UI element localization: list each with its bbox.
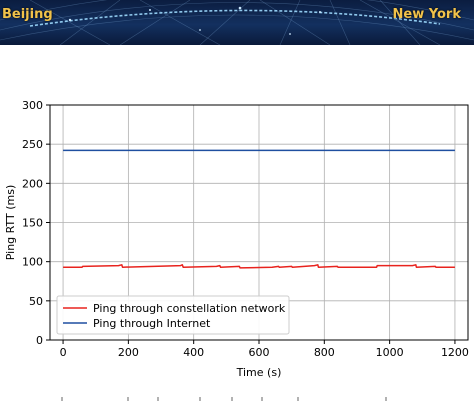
ping-rtt-chart: 0 200 400 600 800 1000 1200 0 50 100 150 200 250 300… bbox=[4, 99, 469, 379]
legend: Ping through constellation network Ping … bbox=[56, 295, 290, 335]
x-tick-label: 400 bbox=[183, 346, 204, 359]
x-tick-label: 1200 bbox=[441, 346, 469, 359]
banner-image: Beijing New York bbox=[0, 0, 474, 45]
x-tick-label: 200 bbox=[118, 346, 139, 359]
x-tick-label: 0 bbox=[60, 346, 67, 359]
series-line-constellation bbox=[63, 264, 455, 269]
x-axis-ticks: 0 200 400 600 800 1000 1200 bbox=[60, 340, 469, 359]
y-tick-label: 50 bbox=[29, 295, 43, 308]
x-tick-label: 1000 bbox=[376, 346, 404, 359]
y-tick-label: 100 bbox=[22, 256, 43, 269]
series-layer bbox=[63, 149, 455, 269]
legend-label-internet: Ping through Internet bbox=[93, 317, 211, 330]
beijing-label: Beijing bbox=[2, 7, 53, 22]
y-axis-label: Ping RTT (ms) bbox=[4, 185, 17, 261]
network-mesh-graphic bbox=[0, 0, 474, 45]
y-tick-label: 150 bbox=[22, 217, 43, 230]
x-tick-label: 800 bbox=[314, 346, 335, 359]
x-axis-label: Time (s) bbox=[236, 366, 282, 379]
y-tick-label: 0 bbox=[36, 334, 43, 347]
bottom-caption-fragments bbox=[61, 397, 387, 401]
legend-box bbox=[56, 295, 290, 335]
x-tick-label: 600 bbox=[249, 346, 270, 359]
legend-label-constellation: Ping through constellation network bbox=[93, 302, 286, 315]
y-tick-label: 250 bbox=[22, 138, 43, 151]
y-tick-label: 200 bbox=[22, 177, 43, 190]
new-york-label: New York bbox=[392, 7, 461, 22]
y-axis-ticks: 0 50 100 150 200 250 300 bbox=[22, 99, 50, 347]
y-tick-label: 300 bbox=[22, 99, 43, 112]
